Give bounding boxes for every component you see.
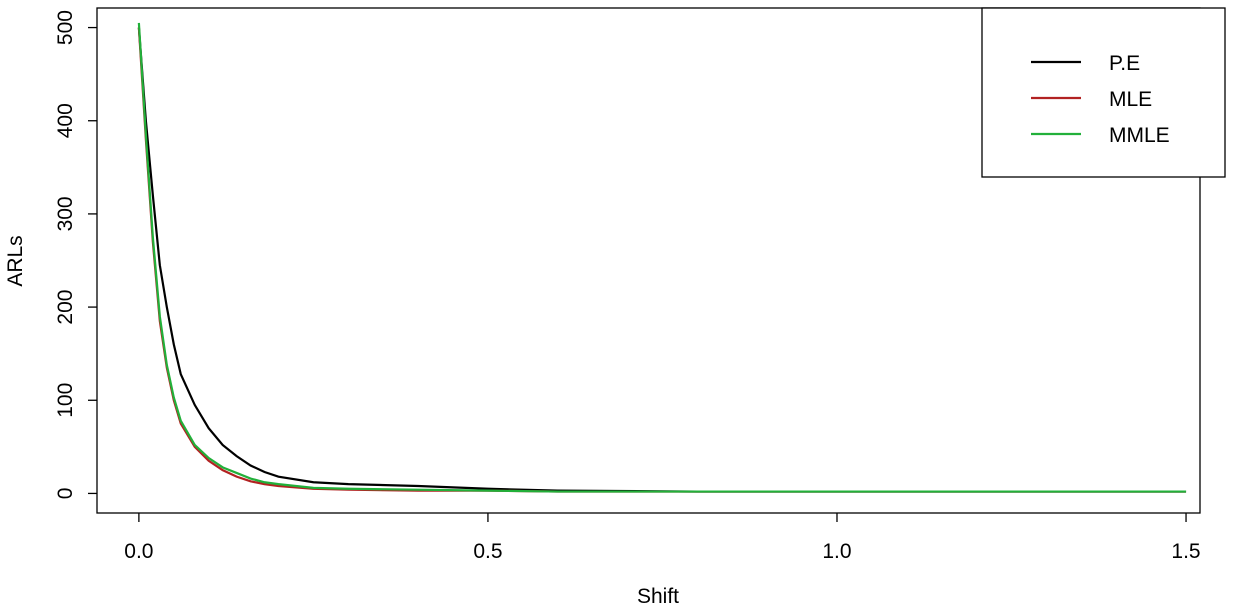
legend-label: MLE: [1109, 88, 1152, 111]
legend-label: P.E: [1109, 52, 1140, 75]
data-line: [137, 22, 1187, 493]
y-tick-label: 400: [54, 103, 77, 138]
x-tick-label: 1.5: [1171, 540, 1200, 563]
x-axis-label: Shift: [637, 585, 679, 608]
y-tick-label: 300: [54, 196, 77, 231]
x-tick-label: 0.0: [124, 540, 153, 563]
x-tick-label: 0.5: [473, 540, 502, 563]
y-tick-label: 0: [54, 488, 77, 500]
y-tick-label: 200: [54, 290, 77, 325]
y-tick-label: 100: [54, 383, 77, 418]
legend-label: MMLE: [1109, 124, 1170, 147]
y-tick-label: 500: [54, 10, 77, 45]
legend-box: [981, 7, 1226, 178]
x-tick-label: 1.0: [822, 540, 851, 563]
data-line: [137, 27, 1187, 493]
y-axis-label: ARLs: [4, 235, 27, 286]
plot-frame: [96, 7, 1201, 514]
